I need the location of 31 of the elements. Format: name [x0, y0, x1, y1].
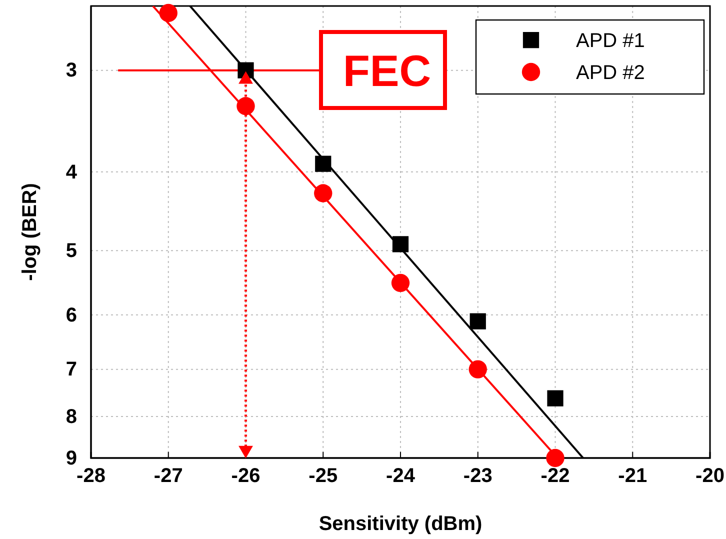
point [392, 236, 409, 252]
x-tick-label: -22 [540, 465, 570, 488]
x-tick-label: -27 [154, 465, 183, 488]
point [546, 448, 564, 468]
legend-label: APD #2 [576, 62, 645, 84]
y-tick-label: 6 [66, 304, 77, 326]
y-tick-label: 8 [66, 406, 77, 428]
y-tick-label: 9 [66, 447, 77, 470]
point [314, 184, 332, 202]
point [315, 156, 332, 172]
x-tick-label: -26 [231, 465, 260, 488]
point [470, 313, 486, 330]
point [159, 4, 178, 22]
y-tick-label: 7 [66, 358, 77, 381]
point [468, 360, 487, 378]
y-tick-label: 4 [66, 161, 78, 184]
x-tick-label: -28 [76, 465, 106, 488]
x-tick-label: -23 [463, 465, 492, 488]
x-axis-title: Sensitivity (dBm) [318, 513, 482, 535]
y-tick-label: 5 [66, 240, 77, 262]
x-tick-label: -25 [308, 465, 338, 488]
point [547, 390, 564, 406]
y-tick-label: 3 [66, 60, 77, 82]
x-tick-label: -21 [618, 465, 648, 488]
point [236, 97, 255, 116]
point [391, 274, 410, 292]
y-axis-title: -log (BER) [19, 183, 41, 281]
legend-label: APD #1 [576, 30, 645, 52]
annotation: FEC [343, 46, 431, 96]
x-tick-label: -20 [696, 465, 724, 488]
x-tick-label: -24 [386, 465, 416, 488]
